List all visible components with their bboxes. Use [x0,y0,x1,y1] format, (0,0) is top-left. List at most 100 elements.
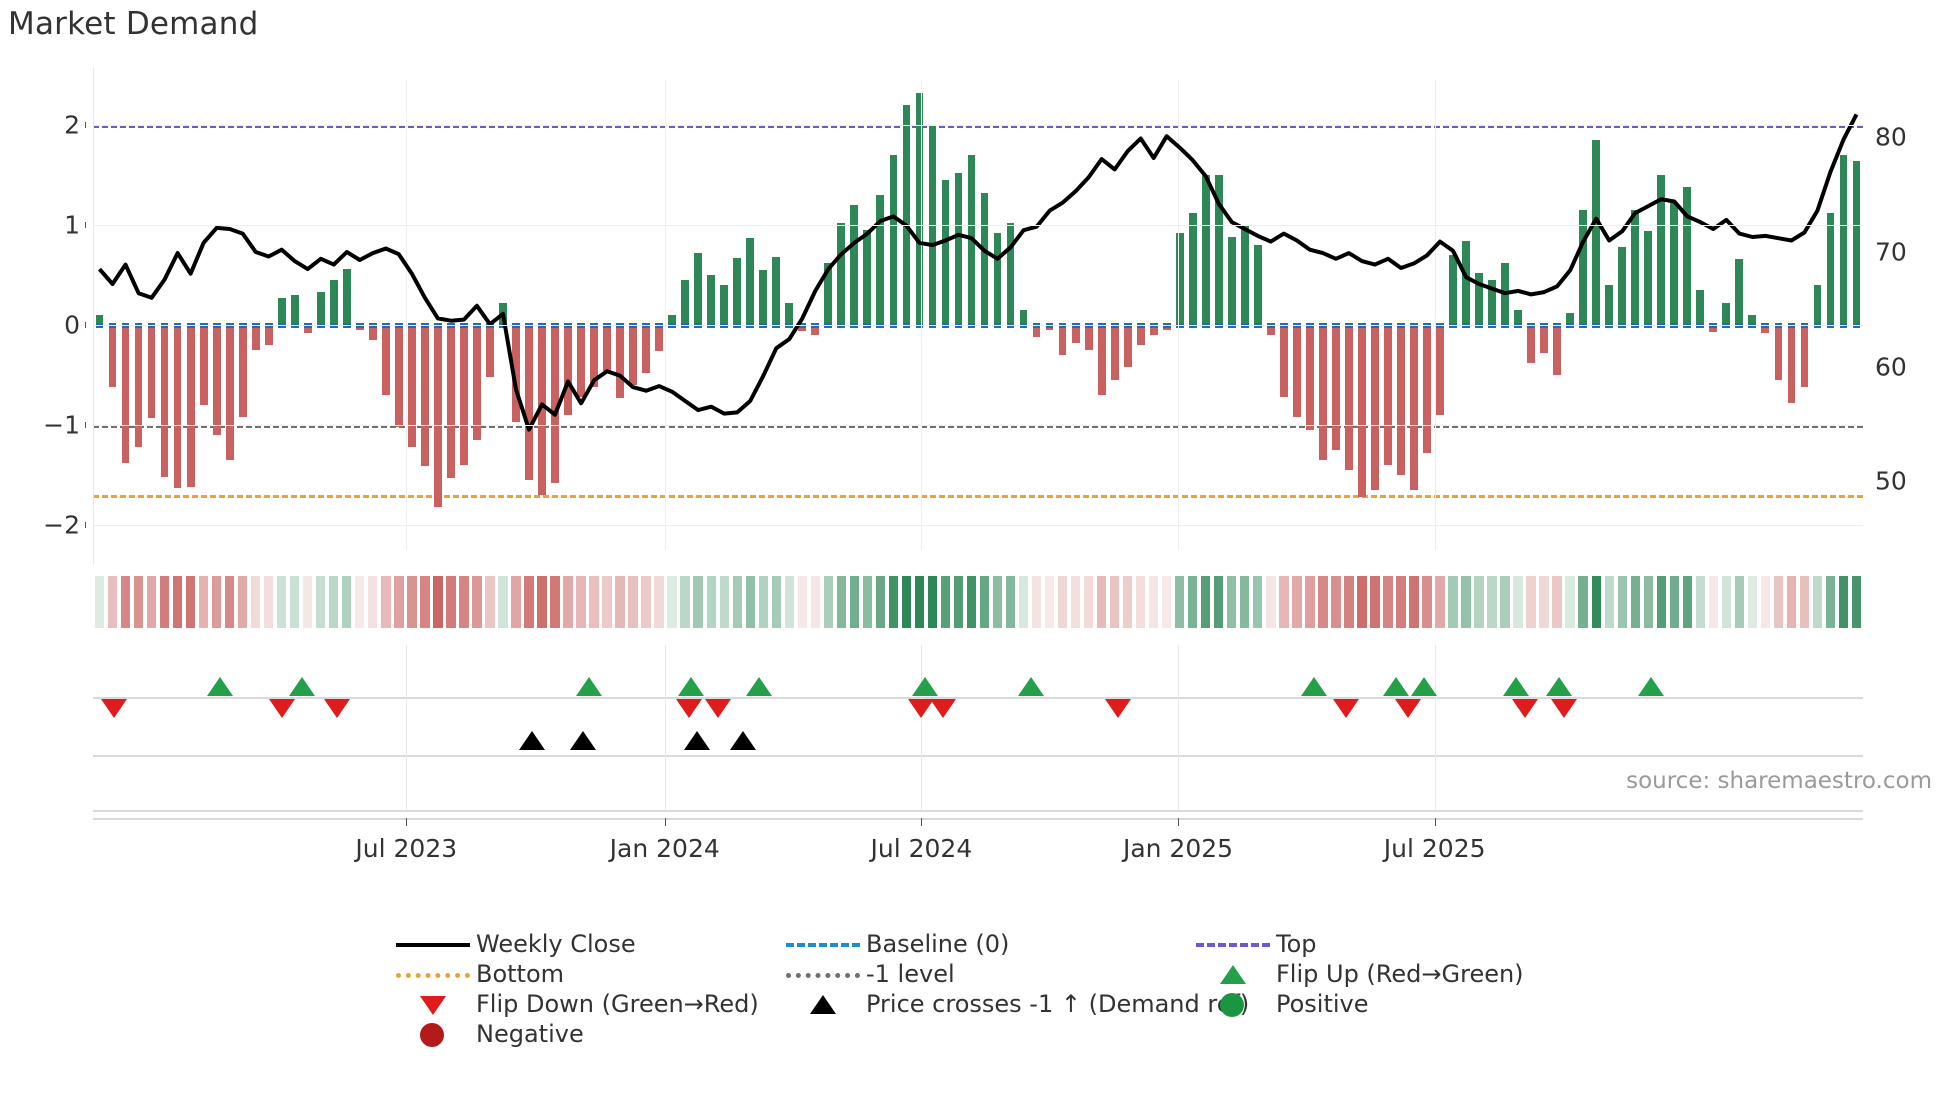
legend-item[interactable]: Top [1190,925,1317,963]
price-cross-marker [683,731,710,750]
legend-item[interactable]: Positive [1190,985,1369,1023]
marker-vgrid [664,645,666,810]
legend-item-label: Bottom [476,960,565,988]
demand-bar [1097,325,1106,395]
heatmap-cell [1565,576,1575,628]
heatmap-cell [1513,576,1523,628]
heatmap-cell [1526,576,1536,628]
heatmap-cell [1396,576,1406,628]
heatmap-cell [1162,576,1172,628]
gridline [93,425,1863,426]
demand-bar [1800,325,1809,387]
heatmap-cell [1747,576,1758,628]
line-icon [390,925,476,963]
heatmap-cell [1175,576,1185,628]
demand-bar [1410,325,1418,490]
demand-bar [1774,325,1783,380]
plot-vgrid [1434,80,1436,550]
demand-bar [1722,303,1731,325]
demand-bar [173,325,182,488]
legend-item-label: Weekly Close [476,930,636,958]
price-cross-marker [518,731,545,750]
heatmap-cell [368,576,378,628]
demand-bar [1423,325,1431,453]
heatmap-cell [589,576,599,628]
heatmap-cell [224,576,235,628]
legend-item[interactable]: Negative [390,1015,584,1053]
demand-bar [1227,237,1236,325]
demand-bar [447,325,455,478]
demand-bar [1123,325,1132,367]
demand-bar [433,325,442,507]
heatmap-cell [667,576,677,628]
heatmap-cell [420,576,430,628]
flip-up-marker [1301,677,1328,696]
flip-down-marker [269,699,296,718]
demand-bar [407,325,416,447]
heatmap-cell [979,576,990,628]
heatmap-cell [133,576,144,628]
legend-item[interactable]: Weekly Close [390,925,636,963]
marker-row-line-0 [93,697,1863,699]
heatmap-cell [1734,576,1745,628]
demand-bar [329,280,338,325]
demand-bar [134,325,143,447]
gridline [93,525,1863,526]
heatmap-cell [172,576,183,628]
plot-vgrid [406,80,408,550]
heatmap-cell [628,576,638,628]
legend-item[interactable]: Flip Up (Red→Green) [1190,955,1524,993]
heatmap-cell [1825,576,1836,628]
heatmap-cell [1370,576,1380,628]
heatmap-cell [146,576,157,628]
demand-bar [1253,245,1262,325]
demand-bar [1214,175,1223,325]
heatmap-cell [1474,576,1484,628]
demand-bar [1592,140,1601,325]
heatmap-cell [1096,576,1107,628]
heatmap-cell [888,576,899,628]
legend-item[interactable]: -1 level [780,955,955,993]
demand-bar [238,325,247,417]
demand-bar [863,230,872,325]
heatmap-cell [1357,576,1367,628]
demand-bar [1397,325,1405,475]
heatmap-cell [914,576,925,628]
demand-bar [420,325,429,466]
flip-up-marker [288,677,315,696]
legend-item[interactable]: Baseline (0) [780,925,1009,963]
reference-line-bottom [93,495,1863,498]
heatmap-cell [771,576,781,628]
heatmap-cell [1240,576,1250,628]
heatmap-cell [1018,576,1029,628]
heatmap-cell [875,576,886,628]
y-tick-left: −1 [43,410,80,440]
heatmap-cell [1318,576,1328,628]
demand-bar [1670,203,1679,325]
heatmap-cell [290,576,300,628]
legend-item[interactable]: Bottom [390,955,564,993]
marker-vgrid [1434,645,1436,810]
heatmap-cell [1669,576,1679,628]
demand-bar [1735,259,1744,325]
demand-bar [850,205,859,325]
demand-bar [1501,263,1509,325]
triangle-up-icon [1190,955,1276,993]
y-tick-mark [85,122,86,128]
heatmap-cell [1617,576,1627,628]
legend-item[interactable]: Flip Down (Green→Red) [390,985,759,1023]
y-tick-right: 70 [1875,237,1907,267]
heatmap-cell [615,576,625,628]
demand-bar [1839,155,1848,325]
heatmap-cell [1760,576,1771,628]
flip-up-marker [911,677,938,696]
heatmap-cell [1435,576,1445,628]
demand-bar [225,325,234,460]
heatmap-cell [1643,576,1653,628]
heatmap-cell [1552,576,1562,628]
heatmap-cell [446,576,456,628]
flip-up-marker [207,677,234,696]
legend-item[interactable]: Price crosses -1 ↑ (Demand ref) [780,985,1249,1023]
dotted-line-icon [780,955,866,993]
heatmap-cell [211,576,222,628]
